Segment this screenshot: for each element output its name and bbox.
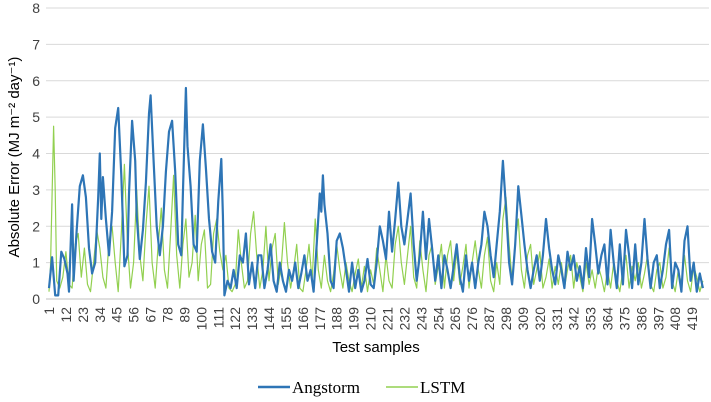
x-tick-label: 408	[667, 307, 683, 331]
x-axis-ticks: 1 12 23 34 45 56 67 78 89 100 111 122 133 144 155 166 17…	[41, 307, 700, 331]
x-tick-label: 89	[176, 307, 192, 323]
x-tick-label: 144	[261, 307, 277, 331]
x-tick-label: 155	[278, 307, 294, 331]
x-tick-label: 56	[126, 307, 142, 323]
x-tick-label: 188	[329, 307, 345, 331]
x-tick-label: 254	[430, 307, 446, 331]
x-tick-label: 309	[515, 307, 531, 331]
x-tick-label: 177	[312, 307, 328, 331]
x-tick-label: 23	[75, 307, 91, 323]
legend: Angstorm LSTM	[258, 378, 465, 397]
x-tick-label: 210	[363, 307, 379, 331]
x-tick-label: 364	[600, 307, 616, 331]
y-tick-label: 7	[32, 36, 40, 52]
x-tick-label: 276	[464, 307, 480, 331]
y-tick-label: 3	[32, 182, 40, 198]
x-axis-title: Test samples	[332, 339, 420, 356]
x-tick-label: 320	[532, 307, 548, 331]
x-tick-label: 221	[380, 307, 396, 331]
x-tick-label: 122	[227, 307, 243, 331]
x-tick-label: 397	[650, 307, 666, 331]
y-tick-label: 5	[32, 109, 40, 125]
x-tick-label: 45	[109, 307, 125, 323]
y-tick-label: 6	[32, 73, 40, 89]
legend-label-lstm: LSTM	[420, 378, 465, 397]
y-tick-label: 1	[32, 255, 40, 271]
y-tick-label: 2	[32, 218, 40, 234]
x-tick-label: 353	[583, 307, 599, 331]
y-tick-label: 4	[32, 146, 40, 162]
x-tick-label: 67	[143, 307, 159, 323]
series-lines	[47, 86, 704, 297]
x-tick-label: 331	[549, 307, 565, 331]
legend-label-angstorm: Angstorm	[292, 378, 360, 397]
x-tick-label: 342	[566, 307, 582, 331]
x-tick-label: 232	[396, 307, 412, 331]
x-tick-label: 298	[498, 307, 514, 331]
x-tick-label: 133	[244, 307, 260, 331]
y-axis-title: Absolute Error (MJ m⁻² day⁻¹)	[6, 57, 23, 258]
x-tick-label: 78	[159, 307, 175, 323]
x-tick-label: 265	[447, 307, 463, 331]
x-tick-label: 166	[295, 307, 311, 331]
series-line-angstorm	[47, 86, 704, 297]
x-tick-label: 375	[616, 307, 632, 331]
x-tick-label: 243	[413, 307, 429, 331]
y-tick-label: 0	[32, 291, 40, 307]
x-tick-label: 419	[684, 307, 700, 331]
x-tick-label: 386	[633, 307, 649, 331]
x-tick-label: 287	[481, 307, 497, 331]
y-tick-label: 8	[32, 0, 40, 16]
x-tick-label: 1	[41, 307, 57, 315]
y-axis-ticks: 0 1 2 3 4 5 6 7 8	[32, 0, 40, 307]
x-tick-label: 12	[58, 307, 74, 323]
x-tick-label: 111	[210, 307, 226, 328]
x-tick-label: 100	[193, 307, 209, 331]
x-tick-label: 199	[346, 307, 362, 331]
x-tick-label: 34	[92, 307, 108, 323]
